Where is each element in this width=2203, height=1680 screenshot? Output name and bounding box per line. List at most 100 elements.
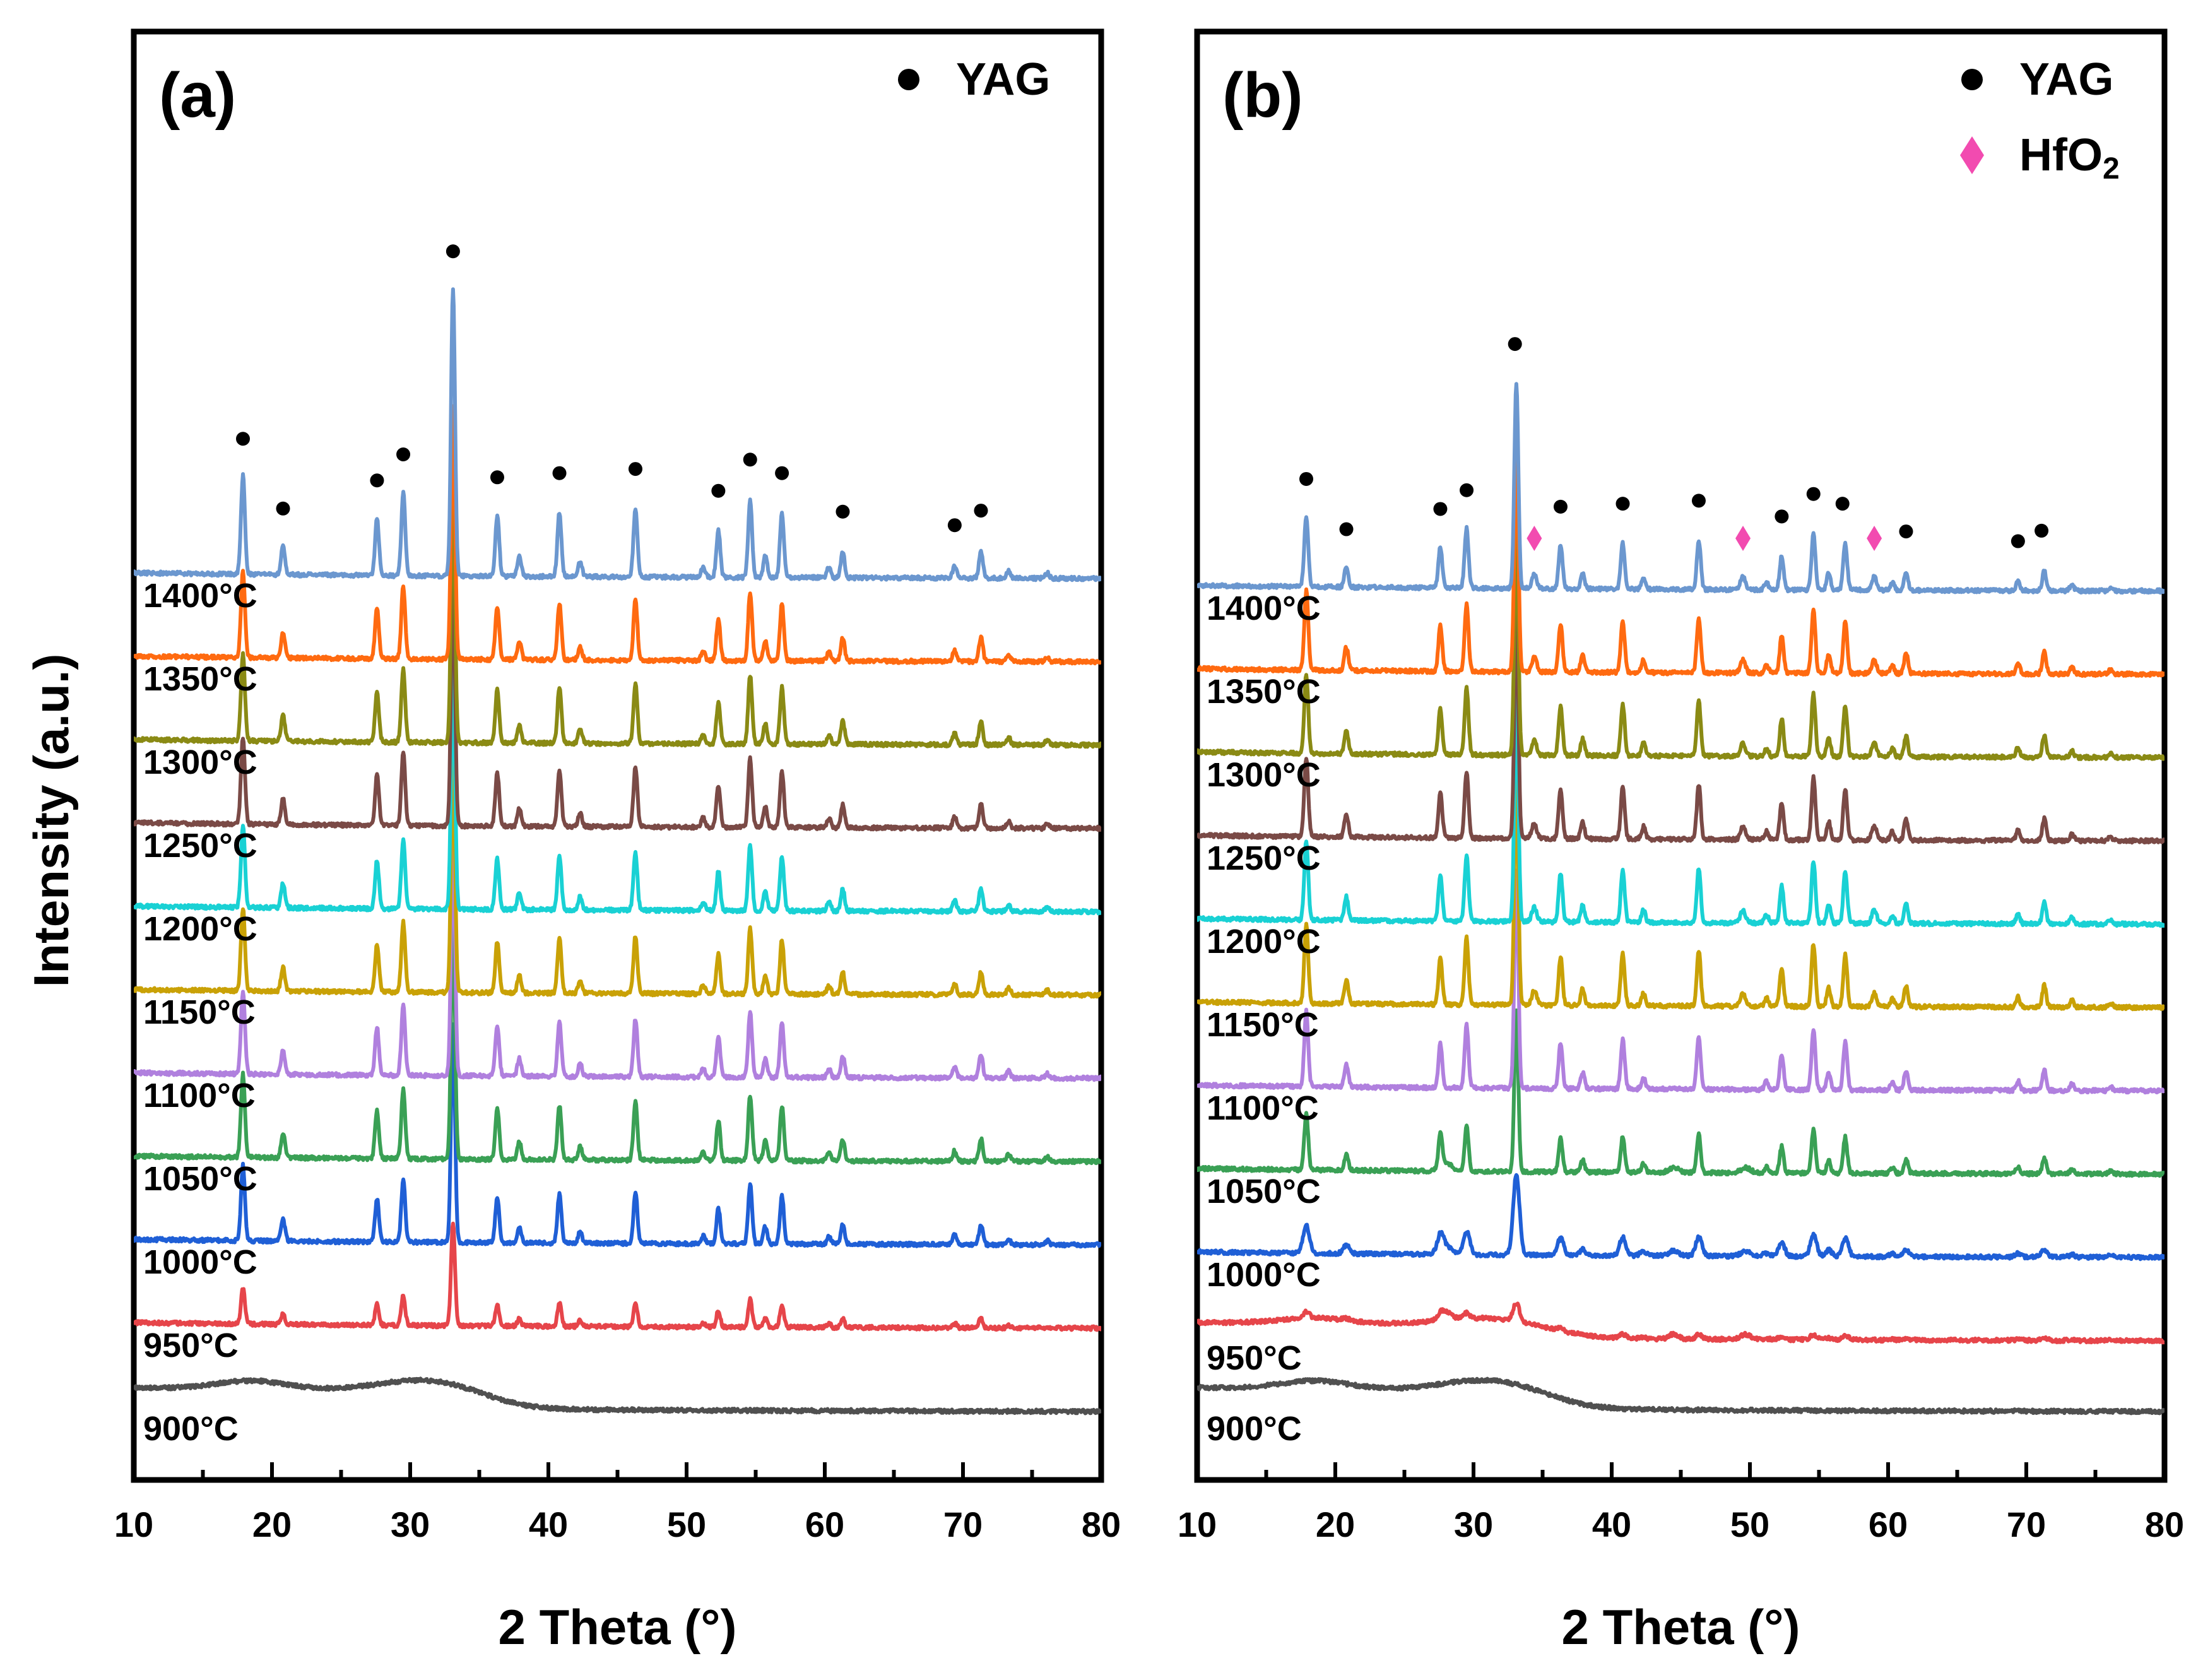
plot-frame (131, 28, 1104, 1483)
trace-1200C (1197, 692, 2165, 928)
trace-1150C (1197, 773, 2165, 1012)
trace-1100C (1197, 868, 2165, 1095)
temperature-label: 1150°C (1207, 1006, 1319, 1044)
yag-marker (396, 447, 411, 461)
x-tick-label: 40 (1592, 1505, 1631, 1544)
temperature-label: 1050°C (143, 1160, 257, 1198)
yag-marker (1615, 497, 1630, 511)
trace-1400C (134, 287, 1101, 583)
x-tick-label: 30 (391, 1505, 430, 1544)
yag-marker (1460, 483, 1474, 497)
trace-1150C (134, 751, 1101, 999)
yag-marker (552, 466, 567, 480)
yag-marker (276, 501, 290, 516)
temperature-label: 1100°C (143, 1077, 256, 1115)
yag-marker (446, 244, 460, 259)
yag-marker (1775, 509, 1789, 524)
trace-1050C (134, 915, 1101, 1166)
x-tick-label: 20 (252, 1505, 292, 1544)
temperature-label: 950°C (143, 1327, 239, 1364)
x-tick-label: 80 (2145, 1505, 2184, 1544)
panel-b: 10 20 30 40 50 60 70 80 2 Theta (°) (b) YAG HfO2 900… (1178, 28, 2184, 1655)
yag-marker (236, 432, 251, 446)
temperature-label: 1300°C (143, 743, 257, 781)
temperature-label: 1150°C (143, 993, 256, 1031)
temperature-label: 1350°C (1207, 673, 1321, 711)
temperature-label: 1100°C (1207, 1089, 1319, 1127)
temperature-label: 1300°C (1207, 756, 1321, 794)
yag-marker (2011, 534, 2025, 548)
trace-1350C (134, 404, 1101, 666)
x-tick-label: 30 (1454, 1505, 1493, 1544)
hfo2-marker (1527, 526, 1542, 552)
trace-950C (134, 1221, 1101, 1332)
yag-marker (1806, 487, 1821, 501)
trace-950C (1197, 1301, 2165, 1345)
trace-1300C (134, 489, 1101, 749)
temperature-label: 1250°C (143, 827, 257, 865)
temperature-label: 900°C (1207, 1410, 1302, 1448)
temperature-label: 1350°C (143, 660, 257, 698)
temperature-label: 1400°C (1207, 589, 1321, 627)
trace-1000C (134, 1022, 1101, 1249)
temperature-label: 900°C (143, 1410, 239, 1448)
trace-1000C (1197, 1173, 2165, 1262)
yag-marker (947, 518, 962, 533)
hfo2-marker (1735, 526, 1751, 552)
x-tick-label: 60 (805, 1505, 844, 1544)
temperature-label: 1250°C (1207, 839, 1321, 877)
trace-1300C (1197, 525, 2165, 761)
trace-1100C (134, 833, 1101, 1082)
yag-marker (1899, 524, 1913, 539)
x-tick-label: 10 (1178, 1505, 1217, 1544)
yag-marker (1508, 337, 1522, 352)
x-axis-title: 2 Theta (°) (1562, 1599, 1800, 1655)
yag-marker (1339, 522, 1354, 536)
trace-1350C (1197, 442, 2165, 678)
legend-diamond-icon (1960, 136, 1984, 174)
yag-marker (1691, 494, 1706, 508)
legend-label: HfO2 (2019, 130, 2120, 186)
trace-900C (134, 1376, 1101, 1416)
trace-1400C (1197, 382, 2165, 595)
yag-marker (743, 453, 757, 467)
x-tick-label: 20 (1316, 1505, 1355, 1544)
hfo2-marker (1867, 526, 1882, 552)
temperature-label: 1050°C (1207, 1173, 1321, 1210)
temperature-label: 1000°C (143, 1243, 257, 1281)
yag-marker (490, 470, 504, 485)
legend-label: YAG (956, 54, 1050, 105)
yag-marker (974, 504, 988, 518)
yag-marker (628, 462, 642, 476)
yag-marker (1299, 471, 1314, 486)
panel-label: (b) (1222, 60, 1303, 131)
x-tick-label: 60 (1869, 1505, 1908, 1544)
temperature-label: 1200°C (143, 910, 257, 948)
x-tick-label: 80 (1082, 1505, 1121, 1544)
yag-marker (836, 504, 850, 519)
temperature-label: 1200°C (1207, 923, 1321, 961)
x-tick-label: 50 (667, 1505, 706, 1544)
temperature-label: 1400°C (143, 577, 257, 615)
yag-marker (1433, 502, 1448, 516)
legend-circle-icon (1961, 69, 1983, 90)
trace-1250C (1197, 606, 2165, 845)
trace-1250C (134, 572, 1101, 832)
temperature-label: 1000°C (1207, 1256, 1321, 1294)
yag-marker (2035, 523, 2049, 538)
x-tick-label: 70 (2007, 1505, 2046, 1544)
yag-marker (370, 473, 384, 488)
trace-1200C (134, 666, 1101, 916)
yag-marker (1835, 497, 1850, 511)
panel-label: (a) (159, 60, 236, 131)
x-axis-title: 2 Theta (°) (499, 1599, 737, 1655)
y-axis-title: Intensity (a.u.) (23, 654, 79, 988)
legend-label: YAG (2019, 54, 2113, 105)
trace-1050C (1197, 1008, 2165, 1178)
x-tick-label: 40 (529, 1505, 568, 1544)
temperature-label: 950°C (1207, 1339, 1302, 1377)
yag-marker (775, 466, 789, 480)
yag-marker (1553, 499, 1568, 514)
trace-900C (1197, 1376, 2165, 1416)
